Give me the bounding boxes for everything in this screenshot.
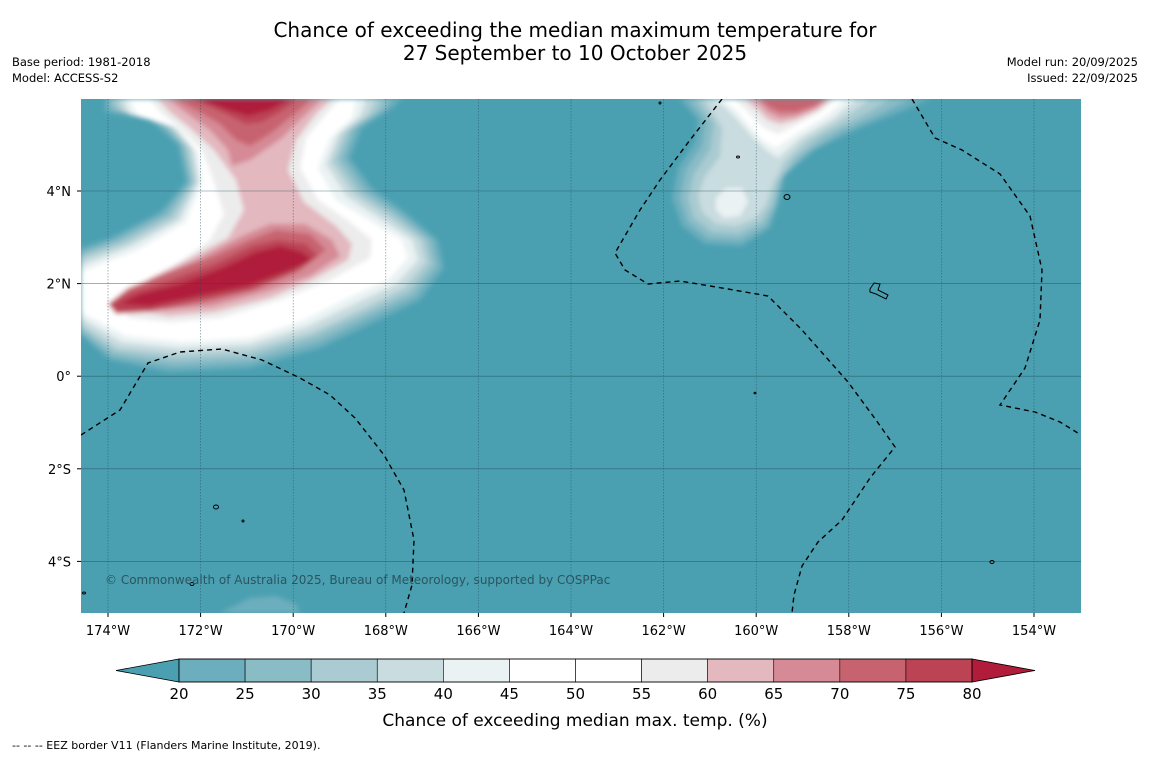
lat-tick-label: 0°: [56, 370, 71, 385]
colorbar-outline: [178, 658, 973, 683]
island-tabuaeran: [783, 194, 791, 200]
contour-east-75: [760, 99, 826, 112]
colorbar-tick-labels: 20 25 30 35 40 45 50 55 60 65 70 75 80: [169, 685, 981, 703]
eez-borders: [81, 99, 1081, 613]
colorbar-cell: [707, 658, 775, 683]
colorbar-cell: [839, 658, 907, 683]
title-line-2: 27 September to 10 October 2025: [402, 41, 748, 65]
colorbar-tick-label: 55: [632, 685, 651, 703]
lat-tick-label: 2°S: [48, 463, 71, 478]
colorbar-cell: [773, 658, 841, 683]
colorbar-tick-label: 45: [500, 685, 519, 703]
island-far-west: [82, 591, 86, 595]
colorbar-tick-label: 60: [698, 685, 717, 703]
contour-west-85: [120, 99, 312, 306]
colorbar-label: Chance of exceeding median max. temp. (%…: [382, 711, 767, 731]
base-period-info: Base period: 1981-2018 Model: ACCESS-S2: [12, 54, 151, 86]
lon-tick-label: 172°W: [179, 624, 223, 639]
island-small-southwest: [189, 582, 195, 586]
lat-tick-label: 2°N: [47, 278, 72, 293]
island-kiritimati: [869, 282, 889, 300]
lat-tick-label: 4°N: [47, 185, 72, 200]
colorbar-cell: [310, 658, 378, 683]
map-area: © Commonwealth of Australia 2025, Bureau…: [81, 99, 1081, 613]
colorbar-min-extend: [115, 658, 180, 683]
issued-text: Issued: 22/09/2025: [1027, 71, 1138, 85]
colorbar-tick-label: 70: [830, 685, 849, 703]
colorbar-tick-label: 40: [434, 685, 453, 703]
colorbar-tick-label: 65: [764, 685, 783, 703]
lon-tick-label: 162°W: [642, 624, 686, 639]
lon-tick-label: 154°W: [1012, 624, 1056, 639]
contour-south-patch: [220, 596, 300, 613]
latitude-axis: 4°N 2°N 0° 2°S 4°S: [47, 185, 81, 570]
colorbar-tick-label: 35: [368, 685, 387, 703]
contour-field-west: [81, 99, 444, 372]
longitude-axis: 174°W 172°W 170°W 168°W 166°W 164°W 162°W 160°W…: [86, 613, 1056, 639]
colorbar-cell: [509, 658, 576, 683]
lon-tick-label: 174°W: [86, 624, 130, 639]
colorbar-tick-label: 80: [962, 685, 981, 703]
lon-tick-label: 170°W: [271, 624, 315, 639]
colorbar-tick-label: 75: [896, 685, 915, 703]
colorbar-cell: [244, 658, 312, 683]
lon-tick-label: 160°W: [734, 624, 778, 639]
lon-tick-label: 166°W: [456, 624, 500, 639]
island-jarvis: [753, 391, 757, 395]
colorbar-tick-label: 25: [236, 685, 255, 703]
colorbar-cell: [376, 658, 444, 683]
copyright-credit: © Commonwealth of Australia 2025, Bureau…: [105, 573, 610, 587]
colorbar-cell: [443, 658, 510, 683]
map-title: Chance of exceeding the median maximum t…: [0, 19, 1150, 65]
colorbar-max-extend: [971, 658, 1036, 683]
colorbar-cell: [178, 658, 246, 683]
lon-tick-label: 168°W: [364, 624, 408, 639]
lon-tick-label: 156°W: [919, 624, 963, 639]
lon-tick-label: 158°W: [827, 624, 871, 639]
colorbar-tick-label: 50: [566, 685, 585, 703]
graticule: [81, 99, 1081, 613]
contour-field-east: [672, 99, 930, 246]
lat-tick-label: 4°S: [48, 555, 71, 570]
model-run-text: Model run: 20/09/2025: [1006, 55, 1138, 69]
island-teraina: [736, 155, 740, 159]
colorbar: 20 25 30 35 40 45 50 55 60 65 70 75 80 Chance of exc…: [115, 658, 1036, 731]
island-baker: [213, 504, 219, 510]
island-howland: [241, 519, 245, 523]
colorbar-tick-label: 30: [302, 685, 321, 703]
islands: [82, 101, 995, 595]
island-small-north: [658, 101, 662, 105]
colorbar-cell: [641, 658, 708, 683]
lon-tick-label: 164°W: [549, 624, 593, 639]
island-malden: [989, 560, 995, 564]
colorbar-tick-label: 20: [169, 685, 188, 703]
base-period-text: Base period: 1981-2018: [12, 55, 151, 69]
colorbar-cells: [178, 658, 973, 683]
model-text: Model: ACCESS-S2: [12, 71, 119, 85]
eez-border-line-islands: [614, 99, 896, 613]
eez-footnote: -- -- -- EEZ border V11 (Flanders Marine…: [12, 739, 321, 752]
model-run-info: Model run: 20/09/2025 Issued: 22/09/2025: [1007, 54, 1138, 86]
title-line-1: Chance of exceeding the median maximum t…: [273, 18, 877, 42]
contour-east-45: [712, 99, 856, 218]
colorbar-cell: [575, 658, 642, 683]
colorbar-cell: [905, 658, 973, 683]
